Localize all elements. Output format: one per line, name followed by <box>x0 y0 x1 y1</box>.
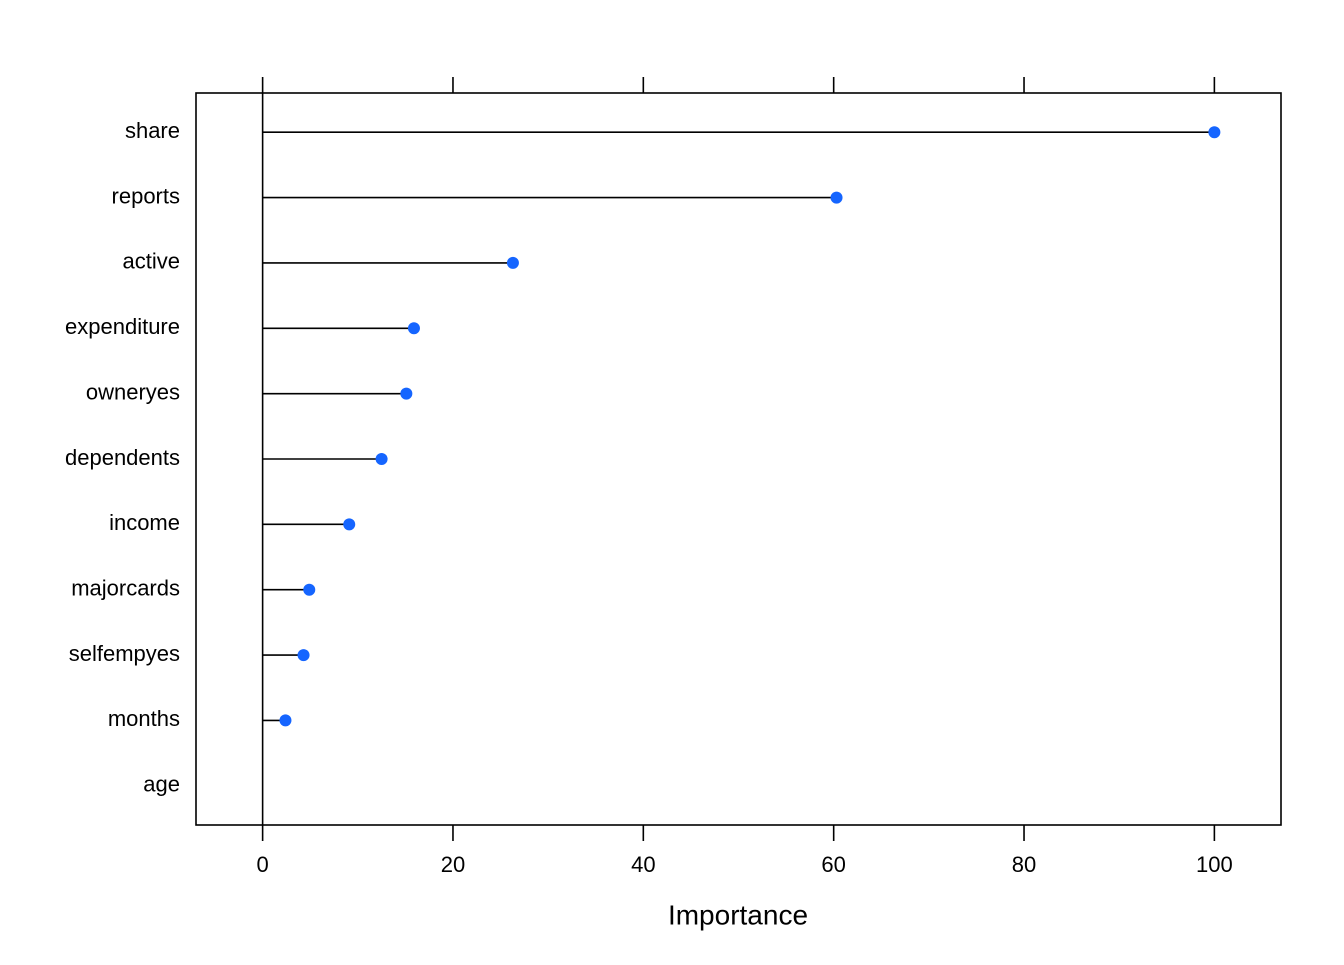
dot <box>303 583 316 596</box>
dot <box>375 453 388 465</box>
dot <box>1208 126 1221 139</box>
x-tick-label: 0 <box>256 852 268 877</box>
x-tick-label: 80 <box>1012 852 1036 877</box>
y-tick-label: reports <box>112 183 180 208</box>
y-tick-label: selfempyes <box>69 641 180 666</box>
y-tick-label: months <box>108 706 180 731</box>
dot <box>343 518 356 531</box>
y-tick-label: owneryes <box>86 379 180 404</box>
x-tick-label: 60 <box>821 852 845 877</box>
x-tick-label: 40 <box>631 852 655 877</box>
dot <box>400 387 413 400</box>
y-tick-label: expenditure <box>65 314 180 339</box>
panel-frame <box>195 92 1282 826</box>
x-tick-label: 100 <box>1196 852 1233 877</box>
y-tick-label: dependents <box>65 445 180 470</box>
y-tick-label: income <box>109 510 180 535</box>
y-tick-label: active <box>123 249 180 274</box>
y-tick-label: share <box>125 118 180 143</box>
dot <box>297 649 310 662</box>
dot <box>830 191 843 204</box>
y-tick-label: age <box>143 772 180 797</box>
dot <box>407 322 420 335</box>
y-tick-label: majorcards <box>71 576 180 601</box>
dot <box>279 714 292 727</box>
x-axis-label: Importance <box>668 899 808 930</box>
dot <box>506 256 519 269</box>
x-tick-label: 20 <box>441 852 465 877</box>
